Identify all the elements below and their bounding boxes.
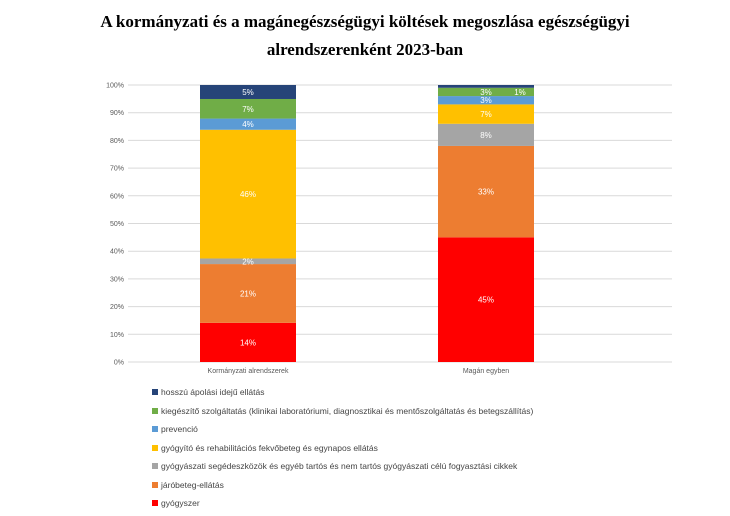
x-tick-label: Kormányzati alrendszerek [208, 368, 289, 375]
chart-title: A kormányzati és a magánegészségügyi köl… [0, 8, 730, 64]
bar-segment [200, 98, 296, 119]
bar-segment [200, 85, 296, 99]
bar-segment [438, 123, 534, 146]
bar-segment [200, 258, 296, 265]
legend-item: gyógyszer [152, 494, 533, 513]
legend-item: kiegészítő szolgáltatás (klinikai labora… [152, 402, 533, 421]
bar-segment [438, 87, 534, 97]
legend-label: gyógyszer [161, 498, 200, 509]
y-tick-label: 90% [110, 110, 124, 117]
data-label: 7% [242, 105, 254, 114]
title-line-2: alrendszerenként 2023-ban [266, 40, 464, 59]
data-label: 8% [480, 131, 492, 140]
data-label: 3% [480, 88, 492, 97]
bar-segment [438, 237, 534, 362]
y-tick-label: 0% [114, 360, 124, 367]
title-line-1: A kormányzati és a magánegészségügyi köl… [100, 12, 630, 31]
legend-label: gyógyító és rehabilitációs fekvőbeteg és… [161, 442, 378, 453]
bar-segment [438, 85, 534, 88]
y-tick-label: 40% [110, 249, 124, 256]
legend-swatch [152, 463, 158, 470]
legend-item: prevenció [152, 420, 533, 439]
bar-segment [200, 264, 296, 323]
data-label: 3% [480, 96, 492, 105]
legend-label: prevenció [161, 424, 198, 435]
y-tick-label: 60% [110, 193, 124, 200]
bar-segment [200, 322, 296, 362]
data-label: 5% [242, 88, 254, 97]
y-tick-label: 10% [110, 332, 124, 339]
data-label: 4% [242, 120, 254, 129]
legend-swatch [152, 500, 158, 507]
y-tick-label: 100% [106, 83, 124, 90]
bar-segment [438, 145, 534, 238]
bar-segment [438, 96, 534, 105]
y-tick-label: 70% [110, 166, 124, 173]
data-label: 7% [480, 110, 492, 119]
x-tick-label: Magán egyben [463, 368, 509, 375]
data-label: 46% [240, 190, 256, 199]
legend-item: hosszú ápolási idejű ellátás [152, 383, 533, 402]
legend-swatch [152, 426, 158, 433]
data-label: 14% [240, 338, 256, 347]
y-tick-label: 30% [110, 276, 124, 283]
data-label: 45% [478, 296, 494, 305]
legend-label: járóbeteg-ellátás [161, 479, 224, 490]
legend-item: gyógyászati segédeszközök és egyéb tartó… [152, 457, 533, 476]
legend-label: hosszú ápolási idejű ellátás [161, 387, 265, 398]
data-label: 1% [514, 88, 526, 97]
y-tick-label: 80% [110, 138, 124, 145]
legend: hosszú ápolási idejű ellátás kiegészítő s… [152, 383, 533, 513]
data-label: 21% [240, 289, 256, 298]
legend-item: gyógyító és rehabilitációs fekvőbeteg és… [152, 439, 533, 458]
legend-swatch [152, 444, 158, 451]
bar-segment [200, 118, 296, 130]
legend-label: gyógyászati segédeszközök és egyéb tartó… [161, 461, 518, 472]
y-tick-label: 20% [110, 304, 124, 311]
data-label: 33% [478, 188, 494, 197]
bar-segment [200, 129, 296, 259]
data-label: 2% [242, 257, 254, 266]
bar-segment [438, 104, 534, 124]
legend-swatch [152, 389, 158, 396]
y-tick-label: 50% [110, 221, 124, 228]
legend-swatch [152, 481, 158, 488]
legend-label: kiegészítő szolgáltatás (klinikai labora… [161, 405, 534, 416]
legend-item: járóbeteg-ellátás [152, 476, 533, 495]
legend-swatch [152, 407, 158, 414]
